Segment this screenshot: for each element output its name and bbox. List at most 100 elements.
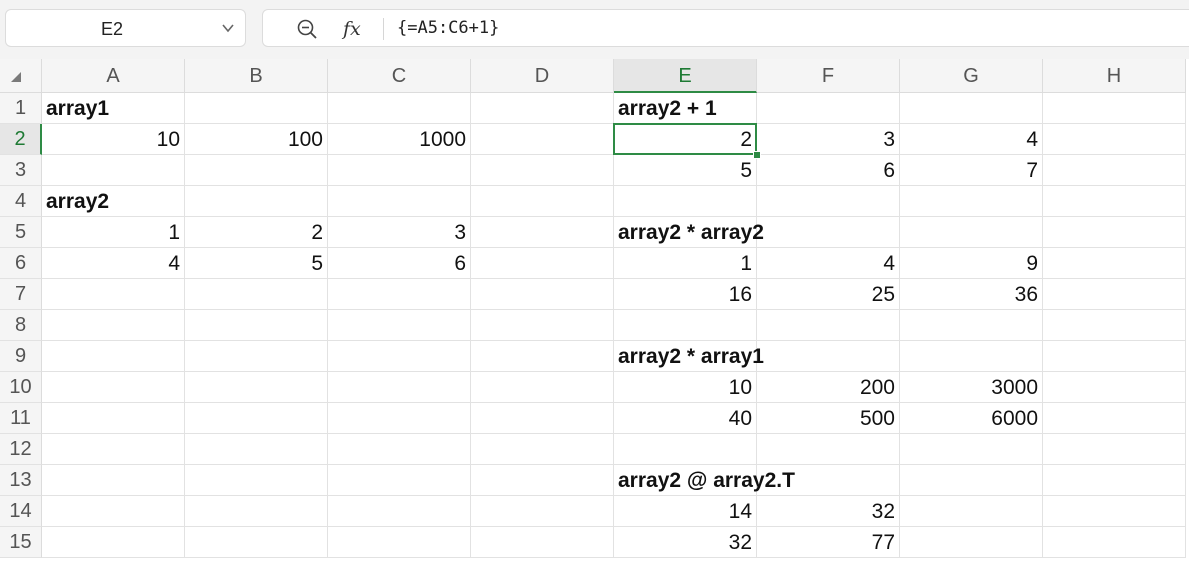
cell-a3[interactable] (42, 155, 185, 186)
cell-e5[interactable]: array2 * array2 (614, 217, 764, 248)
formula-input[interactable]: {=A5:C6+1} (397, 18, 500, 38)
cell-f2[interactable]: 3 (757, 124, 900, 155)
cell-d11[interactable] (471, 403, 614, 434)
cell-h2[interactable] (1043, 124, 1186, 155)
cell-b7[interactable] (185, 279, 328, 310)
cell-b2[interactable]: 100 (185, 124, 328, 155)
cell-d8[interactable] (471, 310, 614, 341)
row-header-7[interactable]: 7 (0, 279, 42, 310)
cell-d7[interactable] (471, 279, 614, 310)
cell-g6[interactable]: 9 (900, 248, 1043, 279)
cell-f11[interactable]: 500 (757, 403, 900, 434)
cell-e2[interactable]: 2 (614, 124, 757, 155)
cell-d12[interactable] (471, 434, 614, 465)
cell-h1[interactable] (1043, 93, 1186, 124)
cell-d6[interactable] (471, 248, 614, 279)
cell-f5[interactable] (757, 217, 900, 248)
cell-a6[interactable]: 4 (42, 248, 185, 279)
cell-e6[interactable]: 1 (614, 248, 757, 279)
cell-b11[interactable] (185, 403, 328, 434)
cell-a10[interactable] (42, 372, 185, 403)
select-all-corner[interactable] (0, 59, 42, 93)
cell-d2[interactable] (471, 124, 614, 155)
cell-c1[interactable] (328, 93, 471, 124)
cell-e14[interactable]: 14 (614, 496, 757, 527)
cell-g9[interactable] (900, 341, 1043, 372)
cell-g14[interactable] (900, 496, 1043, 527)
cell-f9[interactable] (757, 341, 900, 372)
row-header-13[interactable]: 13 (0, 465, 42, 496)
cell-h14[interactable] (1043, 496, 1186, 527)
cell-c13[interactable] (328, 465, 471, 496)
cell-d10[interactable] (471, 372, 614, 403)
cell-h13[interactable] (1043, 465, 1186, 496)
cell-h5[interactable] (1043, 217, 1186, 248)
cell-b15[interactable] (185, 527, 328, 558)
cell-h11[interactable] (1043, 403, 1186, 434)
cell-e9[interactable]: array2 * array1 (614, 341, 764, 372)
row-header-4[interactable]: 4 (0, 186, 42, 217)
cell-b13[interactable] (185, 465, 328, 496)
cell-h10[interactable] (1043, 372, 1186, 403)
row-header-1[interactable]: 1 (0, 93, 42, 124)
chevron-down-icon[interactable] (221, 21, 235, 35)
cell-c11[interactable] (328, 403, 471, 434)
cell-a7[interactable] (42, 279, 185, 310)
cell-e7[interactable]: 16 (614, 279, 757, 310)
cell-f14[interactable]: 32 (757, 496, 900, 527)
cell-d1[interactable] (471, 93, 614, 124)
cell-c3[interactable] (328, 155, 471, 186)
cell-e12[interactable] (614, 434, 757, 465)
cell-g12[interactable] (900, 434, 1043, 465)
cell-h3[interactable] (1043, 155, 1186, 186)
cell-b4[interactable] (185, 186, 328, 217)
cell-a9[interactable] (42, 341, 185, 372)
zoom-out-icon[interactable] (296, 18, 318, 40)
cell-c4[interactable] (328, 186, 471, 217)
cell-g11[interactable]: 6000 (900, 403, 1043, 434)
cell-h15[interactable] (1043, 527, 1186, 558)
cell-b9[interactable] (185, 341, 328, 372)
cell-f3[interactable]: 6 (757, 155, 900, 186)
cell-d14[interactable] (471, 496, 614, 527)
column-header-d[interactable]: D (471, 59, 614, 93)
cell-e15[interactable]: 32 (614, 527, 757, 558)
row-header-15[interactable]: 15 (0, 527, 42, 558)
cell-a14[interactable] (42, 496, 185, 527)
column-header-b[interactable]: B (185, 59, 328, 93)
cell-d3[interactable] (471, 155, 614, 186)
row-header-5[interactable]: 5 (0, 217, 42, 248)
cell-a8[interactable] (42, 310, 185, 341)
cell-c6[interactable]: 6 (328, 248, 471, 279)
cell-h9[interactable] (1043, 341, 1186, 372)
cell-g4[interactable] (900, 186, 1043, 217)
cell-c14[interactable] (328, 496, 471, 527)
column-header-f[interactable]: F (757, 59, 900, 93)
cell-a11[interactable] (42, 403, 185, 434)
column-header-e[interactable]: E (614, 59, 757, 93)
cell-f7[interactable]: 25 (757, 279, 900, 310)
cell-d5[interactable] (471, 217, 614, 248)
column-header-a[interactable]: A (42, 59, 185, 93)
cell-g3[interactable]: 7 (900, 155, 1043, 186)
function-icon[interactable]: fx (343, 18, 361, 40)
cell-e10[interactable]: 10 (614, 372, 757, 403)
cell-g7[interactable]: 36 (900, 279, 1043, 310)
cell-f13[interactable] (757, 465, 900, 496)
formula-bar[interactable]: fx {=A5:C6+1} (262, 9, 1189, 47)
cell-c15[interactable] (328, 527, 471, 558)
cell-b8[interactable] (185, 310, 328, 341)
cell-h7[interactable] (1043, 279, 1186, 310)
cell-g2[interactable]: 4 (900, 124, 1043, 155)
cell-b1[interactable] (185, 93, 328, 124)
cell-h12[interactable] (1043, 434, 1186, 465)
cell-d9[interactable] (471, 341, 614, 372)
cell-a4[interactable]: array2 (42, 186, 185, 217)
name-box[interactable]: E2 (5, 9, 246, 47)
cell-c5[interactable]: 3 (328, 217, 471, 248)
column-header-h[interactable]: H (1043, 59, 1186, 93)
cell-a13[interactable] (42, 465, 185, 496)
cell-c10[interactable] (328, 372, 471, 403)
cell-c2[interactable]: 1000 (328, 124, 471, 155)
cell-f15[interactable]: 77 (757, 527, 900, 558)
